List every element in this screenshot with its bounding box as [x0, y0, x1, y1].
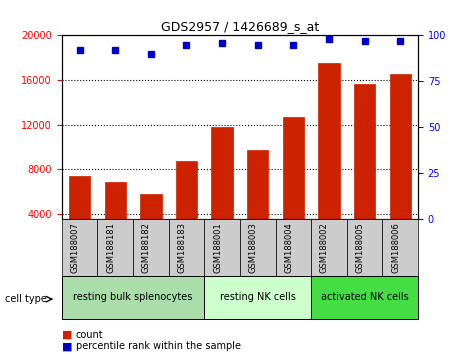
Bar — [283, 117, 304, 258]
Text: ■: ■ — [62, 341, 72, 351]
FancyBboxPatch shape — [62, 219, 97, 276]
Text: ■: ■ — [62, 330, 72, 339]
Bar — [176, 161, 197, 258]
FancyBboxPatch shape — [240, 219, 276, 276]
FancyBboxPatch shape — [97, 219, 133, 276]
Text: GSM188007: GSM188007 — [71, 222, 80, 273]
FancyBboxPatch shape — [133, 219, 169, 276]
Bar — [69, 176, 90, 258]
Text: GSM188182: GSM188182 — [142, 222, 151, 273]
Text: GSM188183: GSM188183 — [178, 222, 186, 273]
Bar — [318, 63, 340, 258]
Text: percentile rank within the sample: percentile rank within the sample — [76, 341, 241, 351]
Bar — [211, 127, 233, 258]
FancyBboxPatch shape — [311, 276, 418, 319]
Text: count: count — [76, 330, 104, 339]
Bar — [390, 74, 411, 258]
Title: GDS2957 / 1426689_s_at: GDS2957 / 1426689_s_at — [161, 20, 319, 33]
FancyBboxPatch shape — [204, 219, 240, 276]
Text: GSM188001: GSM188001 — [213, 222, 222, 273]
Bar — [354, 85, 375, 258]
FancyBboxPatch shape — [311, 219, 347, 276]
Text: GSM188181: GSM188181 — [106, 222, 115, 273]
Text: GSM188005: GSM188005 — [356, 222, 365, 273]
Text: GSM188004: GSM188004 — [285, 222, 293, 273]
Text: resting bulk splenocytes: resting bulk splenocytes — [73, 292, 193, 302]
Text: GSM188002: GSM188002 — [320, 222, 329, 273]
FancyBboxPatch shape — [347, 219, 382, 276]
Text: GSM188006: GSM188006 — [391, 222, 400, 273]
Text: activated NK cells: activated NK cells — [321, 292, 408, 302]
Bar — [247, 150, 268, 258]
FancyBboxPatch shape — [382, 219, 418, 276]
FancyBboxPatch shape — [276, 219, 311, 276]
FancyBboxPatch shape — [62, 276, 204, 319]
FancyBboxPatch shape — [169, 219, 204, 276]
Text: resting NK cells: resting NK cells — [220, 292, 295, 302]
Bar — [104, 182, 126, 258]
Text: GSM188003: GSM188003 — [249, 222, 257, 273]
FancyBboxPatch shape — [204, 276, 311, 319]
Text: cell type: cell type — [5, 294, 47, 304]
Bar — [140, 194, 162, 258]
